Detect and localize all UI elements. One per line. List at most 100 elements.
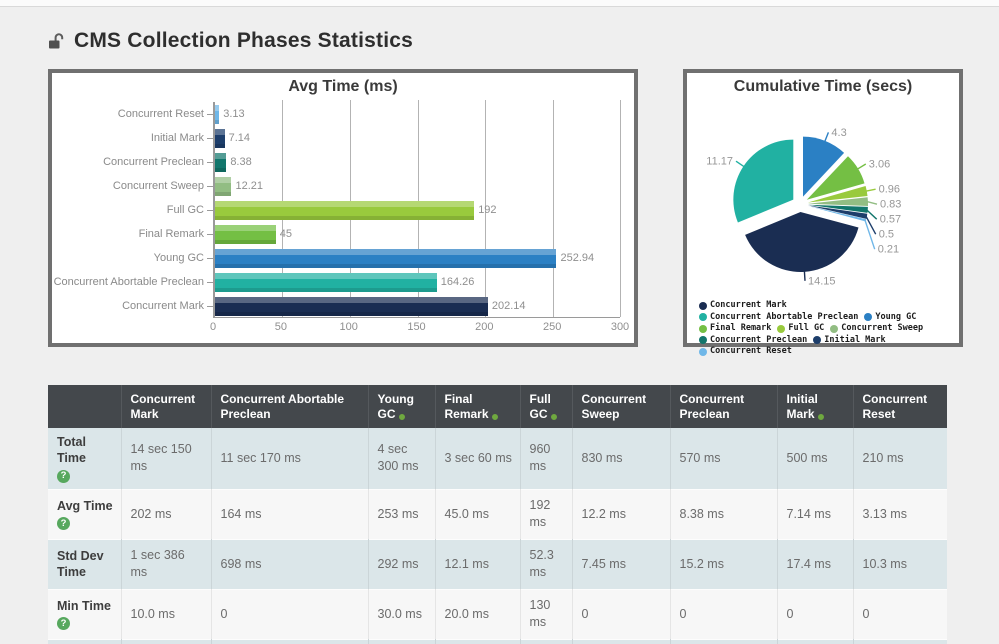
legend-item[interactable]: Concurrent Mark xyxy=(699,300,787,312)
bar-category-label: Concurrent Reset xyxy=(117,108,204,120)
table-cell xyxy=(571,639,670,644)
legend-label: Concurrent Reset xyxy=(710,346,792,356)
pie-slice[interactable] xyxy=(807,205,867,222)
column-header: Initial Mark xyxy=(776,385,853,428)
bar[interactable] xyxy=(215,224,276,244)
bar[interactable] xyxy=(215,176,232,196)
legend-dot-icon xyxy=(699,313,707,322)
pie-legend: Concurrent Mark Concurrent Abortable Prec… xyxy=(687,300,955,358)
table-row: Min Time? 10.0 ms 0 30.0 ms 20.0 ms 130 ms 0 0 0… xyxy=(48,589,947,639)
legend-dot-icon xyxy=(777,324,786,333)
bar[interactable] xyxy=(215,248,557,268)
table-cell: 202 ms xyxy=(120,489,211,539)
table-cell: 500 ms xyxy=(776,428,853,489)
pie-leader-line xyxy=(866,200,878,205)
pie-leader-line xyxy=(865,215,877,235)
table-cell: 210 ms xyxy=(852,428,947,489)
table-cell: 253 ms xyxy=(367,489,435,539)
phase-stats-table: Concurrent Mark Concurrent Abortable Prec… xyxy=(48,385,947,644)
table-cell: 10.3 ms xyxy=(852,539,947,589)
row-header: Total Time? xyxy=(48,428,121,489)
legend-dot-icon xyxy=(699,336,707,345)
table-cell: 7.14 ms xyxy=(776,489,853,539)
column-header: Concurrent Mark xyxy=(120,385,211,428)
row-header: Min Time? xyxy=(48,589,121,639)
bar-xaxis: 0 50 100 150 200 250 300 xyxy=(209,318,629,334)
stw-phase-icon xyxy=(817,414,824,420)
help-icon[interactable]: ? xyxy=(57,469,70,483)
legend-item[interactable]: Final Remark xyxy=(699,323,771,335)
table-cell: 8.38 ms xyxy=(669,489,777,539)
bar-category-label: Initial Mark xyxy=(150,132,204,144)
bar-category-label: Concurrent Mark xyxy=(122,300,204,312)
pie-slice[interactable] xyxy=(808,204,868,213)
pie-slice[interactable] xyxy=(733,139,794,223)
legend-label: Concurrent Abortable Preclean xyxy=(710,311,859,322)
pie-slice[interactable] xyxy=(745,212,859,272)
bar-value-label: 192 xyxy=(478,204,497,216)
legend-item[interactable]: Concurrent Reset xyxy=(699,346,792,358)
pie-value-label: 4.3 xyxy=(831,127,846,139)
pie-value-label: 11.17 xyxy=(706,156,733,168)
pie-leader-line xyxy=(803,270,806,281)
column-header-label: Initial Mark xyxy=(786,392,818,421)
table-cell xyxy=(776,639,853,644)
bar[interactable] xyxy=(215,128,225,148)
pie-slice[interactable] xyxy=(806,156,865,200)
bar[interactable] xyxy=(215,152,227,172)
table-cell: 4 sec 300 ms xyxy=(367,428,435,489)
legend-dot-icon xyxy=(699,347,707,356)
pie-value-label: 0.57 xyxy=(880,214,901,226)
pie-slice[interactable] xyxy=(803,136,845,197)
help-icon[interactable]: ? xyxy=(57,517,70,531)
bar-value-label: 252.94 xyxy=(560,252,595,264)
column-header: Concurrent Sweep xyxy=(571,385,670,428)
table-cell: 7.45 ms xyxy=(571,539,670,589)
legend-item[interactable]: Concurrent Preclean xyxy=(699,335,807,347)
bar[interactable] xyxy=(215,104,220,124)
bar-category-label: Concurrent Sweep xyxy=(112,180,204,192)
pie-slice[interactable] xyxy=(808,197,869,206)
bar[interactable] xyxy=(215,272,437,292)
bar-category-label: Concurrent Preclean xyxy=(103,156,204,168)
pie-leader-line xyxy=(824,132,830,142)
help-icon[interactable]: ? xyxy=(57,617,70,631)
bar[interactable] xyxy=(215,200,475,220)
column-header-label: Concurrent Reset xyxy=(862,392,928,421)
table-cell: 0 xyxy=(776,589,853,639)
table-cell: 45.0 ms xyxy=(434,489,520,539)
legend-dot-icon xyxy=(830,324,839,333)
legend-item[interactable]: Initial Mark xyxy=(813,335,886,347)
stw-phase-icon xyxy=(550,414,557,420)
pie-value-label: 14.15 xyxy=(808,275,836,287)
table-cell: 192 ms xyxy=(519,489,572,539)
legend-item[interactable]: Young GC xyxy=(864,312,916,324)
legend-item[interactable]: Full GC xyxy=(777,323,824,335)
table-cell xyxy=(852,639,947,644)
pie-value-label: 0.83 xyxy=(880,199,901,211)
legend-item[interactable]: Concurrent Sweep xyxy=(830,323,923,335)
table-cell xyxy=(120,639,211,644)
bar-row: Concurrent Reset 3.13 xyxy=(118,102,620,126)
bar-x-tick: 100 xyxy=(339,321,358,333)
pie-slice[interactable] xyxy=(807,205,868,219)
table-header-row: Concurrent Mark Concurrent Abortable Prec… xyxy=(48,385,947,428)
table-cell: 0 xyxy=(210,589,368,639)
legend-item[interactable]: Concurrent Abortable Preclean xyxy=(699,312,858,324)
bar-row: Final Remark 45 xyxy=(139,222,620,246)
pie-value-label: 3.06 xyxy=(869,159,890,171)
bar[interactable] xyxy=(215,296,488,316)
bar-x-tick: 0 xyxy=(209,321,217,333)
bar-value-label: 45 xyxy=(279,228,292,240)
column-header: Final Remark xyxy=(434,385,520,428)
legend-label: Young GC xyxy=(875,311,917,322)
bar-row: Concurrent Mark 202.14 xyxy=(122,294,620,318)
bar-x-tick: 200 xyxy=(475,321,494,333)
pie-slice[interactable] xyxy=(807,186,868,203)
bar-category-label: Concurrent Abortable Preclean xyxy=(53,276,204,288)
table-cell: 1 sec 100 xyxy=(367,639,435,644)
bar-chart-panel: Avg Time (ms) Concurrent Reset 3.13 Initia… xyxy=(48,69,638,347)
stw-phase-icon xyxy=(491,414,498,420)
bar-category-label: Young GC xyxy=(153,252,204,264)
table-cell: 130 ms xyxy=(519,589,572,639)
